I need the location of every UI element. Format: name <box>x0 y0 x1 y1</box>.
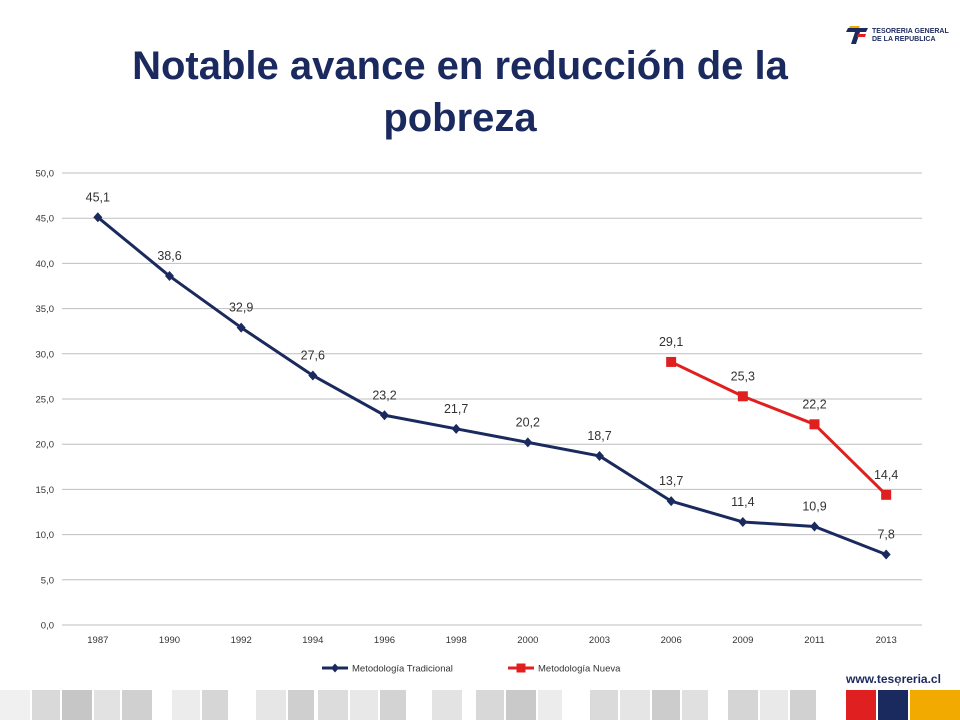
footer-block <box>620 690 650 720</box>
tesoreria-logo-icon <box>846 26 868 44</box>
data-label: 29,1 <box>659 335 683 349</box>
data-label: 22,2 <box>802 397 826 411</box>
footer-decoration <box>0 690 960 720</box>
data-label: 14,4 <box>874 468 898 482</box>
footer-block <box>682 690 708 720</box>
y-tick-label: 50,0 <box>36 169 55 180</box>
footer-block <box>846 690 876 720</box>
y-tick-label: 30,0 <box>36 349 55 360</box>
x-tick-label: 2006 <box>661 635 682 646</box>
data-point-marker <box>595 450 604 461</box>
page-title: Notable avance en reducción de la pobrez… <box>132 44 788 140</box>
legend-label: Metodología Tradicional <box>352 664 453 675</box>
footer-block <box>590 690 618 720</box>
website-link[interactable]: www.tesoreria.cl <box>846 672 941 686</box>
footer-block <box>350 690 378 720</box>
data-point-marker <box>93 212 103 223</box>
y-tick-label: 20,0 <box>36 440 55 451</box>
x-tick-label: 1998 <box>446 635 467 646</box>
data-point-marker <box>236 322 246 333</box>
data-label: 13,7 <box>659 474 683 488</box>
data-label: 27,6 <box>301 348 325 362</box>
footer-block <box>288 690 314 720</box>
series-line-2 <box>670 360 888 496</box>
footer-block <box>432 690 462 720</box>
y-tick-label: 25,0 <box>36 395 55 406</box>
footer-block <box>910 690 960 720</box>
data-point-marker <box>809 419 820 430</box>
data-point-marker <box>666 496 676 507</box>
footer-block <box>878 690 908 720</box>
footer-block <box>256 690 286 720</box>
y-tick-label: 45,0 <box>36 214 55 225</box>
footer-block <box>652 690 680 720</box>
y-tick-label: 40,0 <box>36 259 55 270</box>
data-point-marker <box>738 516 748 527</box>
data-label: 23,2 <box>372 388 396 402</box>
legend-marker <box>516 663 526 673</box>
series-line-1 <box>96 216 887 556</box>
footer-block <box>476 690 504 720</box>
footer-block <box>728 690 758 720</box>
footer-block <box>202 690 228 720</box>
logo-text-line1: TESORERIA GENERAL <box>872 28 949 35</box>
data-point-marker <box>165 271 174 282</box>
data-point-marker <box>523 437 533 448</box>
data-label: 11,4 <box>731 495 754 509</box>
footer-block <box>62 690 92 720</box>
footer-block <box>506 690 536 720</box>
y-tick-label: 15,0 <box>36 485 55 496</box>
footer-block <box>0 690 30 720</box>
x-tick-label: 2011 <box>804 635 824 646</box>
logo-text-line2: DE LA REPUBLICA <box>872 36 936 43</box>
y-tick-label: 5,0 <box>41 575 54 586</box>
x-tick-label: 2000 <box>517 635 538 646</box>
footer-block <box>538 690 562 720</box>
legend-marker <box>331 663 339 673</box>
footer-block <box>94 690 120 720</box>
x-tick-label: 1994 <box>302 635 323 646</box>
data-point-marker <box>881 549 891 560</box>
data-point-marker <box>666 356 677 367</box>
data-label: 7,8 <box>877 527 894 541</box>
footer-block <box>122 690 152 720</box>
legend-label: Metodología Nueva <box>538 664 621 675</box>
x-tick-label: 2013 <box>876 635 897 646</box>
data-point-marker <box>737 391 748 402</box>
y-tick-label: 10,0 <box>36 530 55 541</box>
x-tick-label: 2009 <box>732 635 753 646</box>
data-label: 25,3 <box>731 369 755 383</box>
x-tick-label: 2003 <box>589 635 610 646</box>
x-tick-label: 1990 <box>159 635 180 646</box>
page-number: 7 <box>896 678 902 689</box>
data-label: 38,6 <box>157 249 181 263</box>
footer-block <box>32 690 60 720</box>
data-point-marker <box>451 423 461 434</box>
data-label: 45,1 <box>86 190 110 204</box>
footer-block <box>760 690 788 720</box>
data-label: 21,7 <box>444 402 468 416</box>
tesoreria-logo: TESORERIA GENERAL DE LA REPUBLICA <box>846 24 949 50</box>
data-point-marker <box>881 489 892 500</box>
y-tick-label: 0,0 <box>41 621 54 632</box>
data-point-marker <box>308 370 318 381</box>
data-point-marker <box>380 410 389 421</box>
x-tick-label: 1996 <box>374 635 395 646</box>
footer-block <box>318 690 348 720</box>
footer-block <box>790 690 816 720</box>
footer-block <box>172 690 200 720</box>
x-tick-label: 1992 <box>231 635 252 646</box>
data-label: 18,7 <box>587 429 611 443</box>
footer-block <box>380 690 406 720</box>
data-label: 10,9 <box>802 499 826 513</box>
data-label: 20,2 <box>516 415 540 429</box>
data-point-marker <box>810 521 819 532</box>
y-tick-label: 35,0 <box>36 304 55 315</box>
data-label: 32,9 <box>229 301 253 315</box>
x-tick-label: 1987 <box>87 635 108 646</box>
